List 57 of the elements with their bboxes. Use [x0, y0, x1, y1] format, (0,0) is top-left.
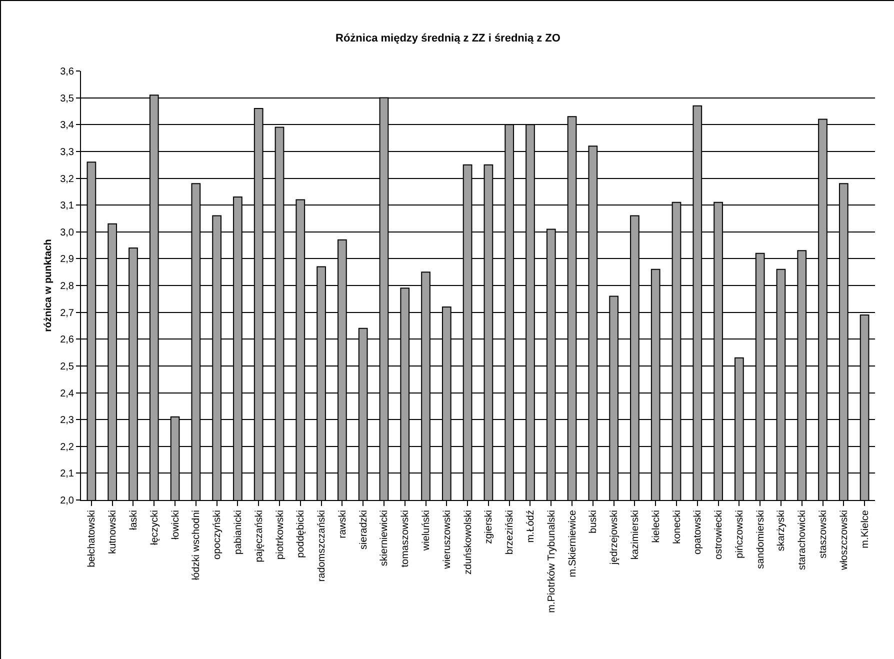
- x-tick-label: łódzki wschodni: [191, 510, 202, 580]
- x-tick-label: jędrzejowski: [609, 510, 620, 566]
- y-tick-label: 2,6: [60, 334, 74, 346]
- y-tick-label: 2,1: [60, 468, 74, 480]
- x-tick-label: łaski: [128, 510, 140, 530]
- x-tick-label: sandomierski: [755, 510, 766, 569]
- y-tick-label: 3,5: [60, 93, 74, 104]
- x-tick-label: zduńskowolski: [462, 510, 474, 574]
- x-tick-label: kutnowski: [108, 510, 119, 554]
- x-tick-label: pajęczański: [254, 510, 265, 562]
- x-tick-label: włoszczowski: [838, 510, 850, 572]
- x-tick-label: tomaszowski: [400, 510, 412, 568]
- x-tick-label: kielecki: [650, 510, 662, 543]
- x-tick-label: sieradzki: [358, 510, 370, 550]
- y-tick-label: 3,3: [60, 146, 74, 158]
- x-tick-label: wieluński: [421, 510, 432, 552]
- x-tick-label: kazimierski: [630, 510, 641, 560]
- y-tick-label: 3,4: [60, 120, 74, 132]
- x-tick-label: piotrkowski: [274, 510, 286, 560]
- x-tick-label: rawski: [337, 510, 348, 538]
- x-tick-label: łęczycki: [149, 510, 160, 546]
- x-tick-label: m.Kielce: [860, 510, 871, 548]
- x-tick-label: konecki: [672, 510, 683, 544]
- x-tick-label: zgierski: [484, 510, 495, 544]
- x-tick-label: starachowicki: [797, 510, 808, 570]
- y-tick-label: 2,4: [60, 388, 74, 400]
- x-tick-label: wieruszowski: [442, 510, 453, 570]
- x-tick-label: radomszczański: [316, 510, 328, 582]
- x-tick-label: buski: [588, 510, 600, 534]
- x-tick-label: ostrowiecki: [714, 510, 725, 560]
- x-tick-label: bełchatowski: [86, 510, 98, 568]
- x-tick-label: opatowski: [692, 510, 704, 554]
- x-tick-label: m.Skierniewice: [567, 510, 578, 578]
- x-tick-label: poddębicki: [296, 510, 307, 558]
- chart-title: Różnica między średnią z ZZ i średnią z ZO: [336, 32, 561, 45]
- x-tick-label: opoczyński: [212, 510, 224, 560]
- x-tick-label: skarżyski: [776, 510, 788, 552]
- y-axis-title: różnica w punktach: [43, 239, 54, 332]
- y-tick-label: 2,2: [60, 442, 74, 453]
- x-tick-label: brzeziński: [504, 510, 516, 554]
- x-tick-label: m.Piotrków Trybunalski: [546, 510, 558, 613]
- y-tick-label: 2,5: [60, 361, 74, 372]
- y-tick-label: 3,2: [60, 174, 74, 185]
- x-tick-label: łowicki: [170, 510, 182, 540]
- y-tick-label: 2,9: [60, 254, 74, 266]
- y-tick-label: 3,1: [60, 200, 74, 212]
- x-tick-label: pabianicki: [232, 510, 244, 554]
- y-tick-label: 2,3: [60, 415, 74, 426]
- x-tick-label: skierniewicki: [379, 510, 390, 566]
- y-tick-label: 3,6: [60, 66, 74, 78]
- y-tick-label: 2,8: [60, 281, 74, 292]
- y-tick-label: 2,7: [60, 308, 74, 319]
- x-tick-label: staszowski: [818, 510, 830, 558]
- y-tick-label: 2,0: [60, 496, 74, 506]
- x-tick-label: pińczowski: [734, 510, 746, 558]
- x-tick-label: m.Łódź: [525, 510, 536, 543]
- y-tick-label: 3,0: [60, 227, 74, 238]
